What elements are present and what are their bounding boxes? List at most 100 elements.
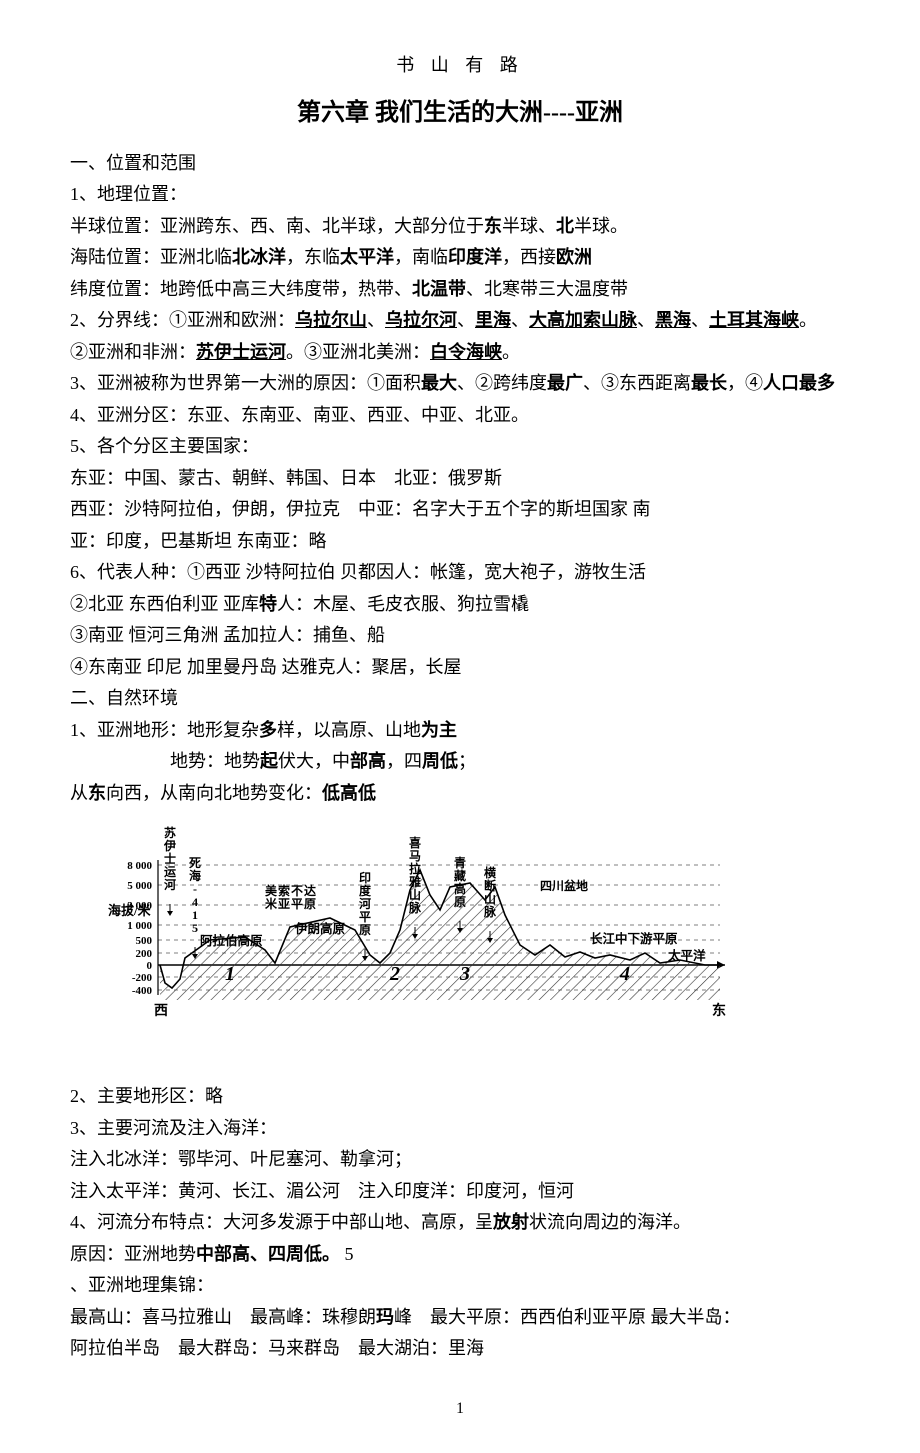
text: 伏大，中 [278, 751, 350, 771]
svg-text:河: 河 [163, 877, 176, 892]
svg-text:原: 原 [454, 895, 466, 909]
svg-text:山: 山 [484, 891, 496, 906]
bold-text: 太平洋 [340, 247, 394, 267]
text: 、 [457, 310, 475, 330]
svg-text:青: 青 [454, 855, 466, 870]
svg-text:4: 4 [192, 895, 198, 909]
svg-text:拉: 拉 [409, 861, 421, 876]
svg-text:西: 西 [154, 1003, 168, 1019]
line: 最高山：喜马拉雅山 最高峰：珠穆朗玛峰 最大平原：西西伯利亚平原 最大半岛： [70, 1302, 850, 1334]
text: 状流向周边的海洋。 [529, 1212, 691, 1232]
svg-text:山: 山 [409, 887, 421, 902]
line: 5、各个分区主要国家： [70, 431, 850, 463]
line: 4、河流分布特点：大河多发源于中部山地、高原，呈放射状流向周边的海洋。 [70, 1207, 850, 1239]
line: 半球位置：亚洲跨东、西、南、北半球，大部分位于东半球、北半球。 [70, 211, 850, 243]
svg-text:士: 士 [164, 851, 176, 866]
svg-text:1: 1 [192, 908, 198, 922]
bold-text: 最大 [421, 373, 457, 393]
text: 最高山：喜马拉雅山 最高峰：珠穆朗 [70, 1307, 376, 1327]
svg-text:印: 印 [359, 871, 371, 885]
text: 人：木屋、毛皮衣服、狗拉雪橇 [277, 594, 529, 614]
svg-text:0: 0 [147, 960, 153, 972]
svg-text:1: 1 [225, 963, 235, 985]
text: 1、亚洲地形：地形复杂 [70, 720, 259, 740]
text: 半球位置：亚洲跨东、西、南、北半球，大部分位于 [70, 216, 484, 236]
svg-text:平: 平 [291, 897, 303, 911]
text: 5 [340, 1244, 354, 1264]
svg-text:500: 500 [136, 935, 153, 947]
svg-text:原: 原 [359, 923, 371, 937]
bold-text: 周低 [422, 751, 458, 771]
line: 纬度位置：地跨低中高三大纬度带，热带、北温带、北寒带三大温度带 [70, 274, 850, 306]
line: 东亚：中国、蒙古、朝鲜、韩国、日本 北亚：俄罗斯 [70, 463, 850, 495]
text: 4、河流分布特点：大河多发源于中部山地、高原，呈 [70, 1212, 493, 1232]
bold-text: 东 [88, 783, 106, 803]
line: ②亚洲和非洲：苏伊士运河。③亚洲北美洲：白令海峡。 [70, 337, 850, 369]
bold-text: 为主 [421, 720, 457, 740]
svg-text:索: 索 [278, 883, 290, 898]
underline-text: 乌拉尔河 [385, 310, 457, 330]
text: 、 [367, 310, 385, 330]
bold-text: 北冰洋 [232, 247, 286, 267]
svg-text:5 000: 5 000 [127, 880, 152, 892]
text: 3、亚洲被称为世界第一大洲的原因：①面积 [70, 373, 421, 393]
svg-text:3 000: 3 000 [127, 900, 152, 912]
bold-text: 中部高、四周低。 [196, 1244, 340, 1264]
svg-text:-: - [193, 882, 197, 896]
underline-text: 里海 [475, 310, 511, 330]
bold-text: 多 [259, 720, 277, 740]
svg-text:东: 东 [712, 1002, 726, 1019]
line: 3、主要河流及注入海洋： [70, 1113, 850, 1145]
text: 。 [502, 342, 520, 362]
section-1-head: 一、位置和范围 [70, 148, 850, 180]
text: ②北亚 东西伯利亚 亚库 [70, 594, 259, 614]
text: 原因：亚洲地势 [70, 1244, 196, 1264]
bold-text: 特 [259, 594, 277, 614]
line: 1、地理位置： [70, 179, 850, 211]
bold-text: 玛 [376, 1307, 394, 1327]
line: 地势：地势起伏大，中部高，四周低； [70, 746, 850, 778]
text: ； [458, 751, 476, 771]
bold-text: 最长 [691, 373, 727, 393]
svg-text:苏: 苏 [164, 825, 176, 840]
svg-text:2: 2 [389, 963, 400, 985]
text: 、 [691, 310, 709, 330]
svg-text:原: 原 [304, 897, 316, 911]
line: 2、分界线：①亚洲和欧洲：乌拉尔山、乌拉尔河、里海、大高加索山脉、黑海、土耳其海… [70, 305, 850, 337]
svg-text:运: 运 [164, 865, 176, 879]
line: 西亚：沙特阿拉伯，伊朗，伊拉克 中亚：名字大于五个字的斯坦国家 南 [70, 494, 850, 526]
svg-text:脉: 脉 [483, 904, 497, 919]
line: 6、代表人种：①西亚 沙特阿拉伯 贝都因人：帐篷，宽大袍子，游牧生活 [70, 557, 850, 589]
bold-text: 部高 [350, 751, 386, 771]
svg-text:阿拉伯高原: 阿拉伯高原 [200, 933, 263, 948]
line: 2、主要地形区：略 [70, 1081, 850, 1113]
text: 、③东西距离 [583, 373, 691, 393]
bold-text: 放射 [493, 1212, 529, 1232]
svg-text:马: 马 [409, 849, 421, 863]
svg-text:伊: 伊 [163, 838, 176, 853]
text: ，西接 [502, 247, 556, 267]
profile-svg: 海拔/米8 0005 0003 0001 0005002000-200-400苏… [90, 815, 730, 1075]
bold-text: 北 [556, 216, 574, 236]
underline-text: 苏伊士运河 [196, 342, 286, 362]
chapter-title: 第六章 我们生活的大洲----亚洲 [70, 92, 850, 134]
page-header: 书 山 有 路 [70, 50, 850, 82]
elevation-profile-chart: 海拔/米8 0005 0003 0001 0005002000-200-400苏… [70, 815, 850, 1075]
text: ，南临 [394, 247, 448, 267]
line: 、亚洲地理集锦： [70, 1270, 850, 1302]
line: 注入北冰洋：鄂毕河、叶尼塞河、勒拿河； [70, 1144, 850, 1176]
svg-text:米: 米 [265, 896, 278, 911]
text: 。 [799, 310, 817, 330]
underline-text: 白令海峡 [430, 342, 502, 362]
text: 。③亚洲北美洲： [286, 342, 430, 362]
text: 半球。 [574, 216, 628, 236]
bold-text: 最广 [547, 373, 583, 393]
bold-text: 起 [260, 751, 278, 771]
svg-text:4: 4 [619, 963, 630, 985]
svg-text:-200: -200 [132, 972, 153, 984]
text: 峰 最大平原：西西伯利亚平原 最大半岛： [394, 1307, 741, 1327]
text: ，④ [727, 373, 763, 393]
line: 原因：亚洲地势中部高、四周低。 5 [70, 1239, 850, 1271]
line: 亚：印度，巴基斯坦 东南亚：略 [70, 526, 850, 558]
svg-text:伊朗高原: 伊朗高原 [294, 921, 346, 936]
